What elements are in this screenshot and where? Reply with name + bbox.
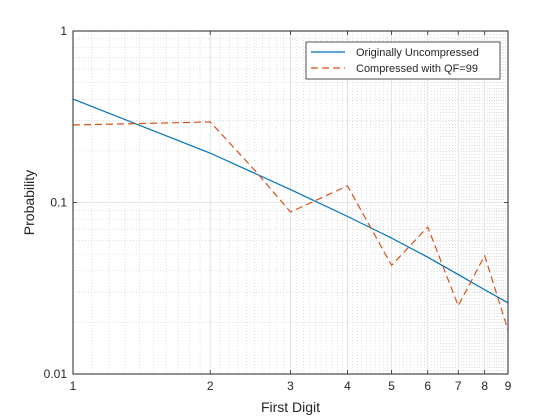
legend-box (305, 41, 501, 80)
legend: Originally Uncompressed Compressed with … (305, 41, 501, 80)
legend-label-compressed: Compressed with QF=99 (356, 63, 478, 75)
y-tick-label: 0.01 (44, 367, 68, 381)
x-tick-label: 1 (70, 379, 77, 393)
y-tick-label: 1 (60, 24, 67, 38)
x-tick-label: 9 (505, 379, 512, 393)
x-tick-label: 7 (455, 379, 462, 393)
x-axis-title: First Digit (261, 399, 320, 415)
x-tick-label: 6 (424, 379, 431, 393)
legend-label-uncompressed: Originally Uncompressed (356, 47, 479, 59)
x-tick-label: 5 (388, 379, 395, 393)
x-tick-label: 3 (287, 379, 294, 393)
y-axis-title: Probability (21, 170, 37, 235)
series-layer (72, 98, 509, 331)
x-tick-label: 2 (207, 379, 214, 393)
x-tick-label: 8 (481, 379, 488, 393)
y-tick-label: 0.1 (50, 196, 67, 210)
ticks: 1 2 3 4 5 6 7 8 9 0.01 0.1 1 (44, 24, 512, 393)
x-tick-label: 4 (344, 379, 351, 393)
series-line-1 (72, 121, 509, 331)
